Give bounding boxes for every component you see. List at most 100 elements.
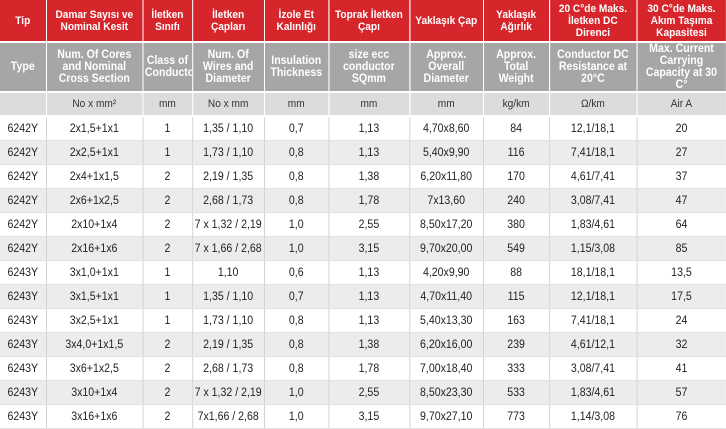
table-cell: 0,8 (263, 140, 329, 165)
table-cell: 2x4+1x1,5 (45, 164, 143, 189)
table-cell: 6,20x16,00 (408, 332, 483, 357)
table-cell: 3x10+1x4 (45, 380, 143, 405)
table-cell: 6242Y (0, 212, 46, 237)
table-cell: 17,5 (636, 284, 726, 309)
table-cell: 2,68 / 1,73 (191, 356, 265, 381)
table-cell: 32 (636, 332, 726, 357)
header-tr-cell: Yaklaşık Çap (408, 0, 483, 43)
header-en-cell: Conductor DC Resistance at 20°C (548, 42, 637, 93)
table-cell: 380 (482, 212, 550, 237)
table-cell: 2,19 / 1,35 (191, 332, 265, 357)
table-cell: 2x6+1x2,5 (45, 188, 143, 213)
header-tr-cell: 20 C°de Maks. İletken DC Direnci (548, 0, 637, 43)
table-row: 6242Y 2x10+1x4 2 7 x 1,32 / 2,19 1,0 2,55 8,50… (0, 212, 726, 237)
table-cell: 1,35 / 1,10 (191, 116, 265, 141)
table-cell: 84 (482, 116, 550, 141)
table-cell: 7x1,66 / 2,68 (191, 404, 265, 429)
header-tr-cell: Tip (0, 0, 46, 43)
unit-cell: Air A (636, 92, 726, 117)
table-cell: 533 (482, 380, 550, 405)
table-cell: 240 (482, 188, 550, 213)
unit-cell: No x mm (191, 92, 265, 117)
table-cell: 6242Y (0, 164, 46, 189)
table-cell: 1,0 (263, 380, 329, 405)
table-cell: 0,7 (263, 116, 329, 141)
table-cell: 0,8 (263, 188, 329, 213)
header-tr-cell: Yaklaşık Ağırlık (482, 0, 550, 43)
table-cell: 1,13 (327, 308, 410, 333)
table-cell: 7x13,60 (408, 188, 483, 213)
table-cell: 2 (142, 380, 193, 405)
header-tr-cell: Toprak İletken Çapı (327, 0, 410, 43)
table-cell: 1,83/4,61 (548, 212, 637, 237)
table-cell: 6243Y (0, 332, 46, 357)
table-cell: 27 (636, 140, 726, 165)
table-cell: 7 x 1,32 / 2,19 (191, 212, 265, 237)
table-cell: 1 (142, 140, 193, 165)
table-cell: 1 (142, 308, 193, 333)
table-row: 6243Y 3x4,0+1x1,5 2 2,19 / 1,35 0,8 1,38 6,20x… (0, 332, 726, 357)
header-en-cell: Insulation Thickness (263, 42, 329, 93)
table-cell: 1,13 (327, 140, 410, 165)
table-cell: 1 (142, 260, 193, 285)
table-cell: 6243Y (0, 404, 46, 429)
table-cell: 163 (482, 308, 550, 333)
table-cell: 4,70x8,60 (408, 116, 483, 141)
header-en-cell: Approx. Total Weight (482, 42, 550, 93)
table-row: 6243Y 3x6+1x2,5 2 2,68 / 1,73 0,8 1,78 7,00x18… (0, 356, 726, 381)
header-en-cell: Max. Current Carrying Capacity at 30 C° (636, 42, 726, 93)
unit-cell (0, 92, 46, 117)
table-cell: 6,20x11,80 (408, 164, 483, 189)
table-cell: 5,40x9,90 (408, 140, 483, 165)
table-cell: 1,13 (327, 284, 410, 309)
table-cell: 3x1,5+1x1 (45, 284, 143, 309)
table-body: 6242Y 2x1,5+1x1 1 1,35 / 1,10 0,7 1,13 4,70x8,… (0, 116, 726, 429)
table-cell: 2 (142, 212, 193, 237)
table-cell: 6242Y (0, 236, 46, 261)
header-tr-cell: İletken Çapları (191, 0, 265, 43)
table-cell: 9,70x20,00 (408, 236, 483, 261)
table-row: 6242Y 2x6+1x2,5 2 2,68 / 1,73 0,8 1,78 7x13,60… (0, 188, 726, 213)
table-cell: 3x1,0+1x1 (45, 260, 143, 285)
table-cell: 6243Y (0, 260, 46, 285)
table-cell: 1,0 (263, 212, 329, 237)
table-cell: 41 (636, 356, 726, 381)
table-cell: 12,1/18,1 (548, 116, 637, 141)
table-cell: 6242Y (0, 116, 46, 141)
table-cell: 773 (482, 404, 550, 429)
table-cell: 1,78 (327, 188, 410, 213)
table-cell: 3x4,0+1x1,5 (45, 332, 143, 357)
table-cell: 1,73 / 1,10 (191, 308, 265, 333)
table-cell: 6243Y (0, 356, 46, 381)
header-row-turkish: Tip Damar Sayısı ve Nominal Kesit İletken … (0, 0, 726, 43)
table-cell: 3x6+1x2,5 (45, 356, 143, 381)
table-cell: 4,61/7,41 (548, 164, 637, 189)
table-cell: 6243Y (0, 380, 46, 405)
table-row: 6243Y 3x1,5+1x1 1 1,35 / 1,10 0,7 1,13 4,70x11… (0, 284, 726, 309)
table-cell: 57 (636, 380, 726, 405)
table-cell: 2x10+1x4 (45, 212, 143, 237)
table-cell: 6242Y (0, 188, 46, 213)
table-cell: 7 x 1,66 / 2,68 (191, 236, 265, 261)
table-cell: 2x2,5+1x1 (45, 140, 143, 165)
table-cell: 0,8 (263, 164, 329, 189)
table-row: 6242Y 2x4+1x1,5 2 2,19 / 1,35 0,8 1,38 6,20x11… (0, 164, 726, 189)
table-row: 6243Y 3x16+1x6 2 7x1,66 / 2,68 1,0 3,15 9,70x2… (0, 404, 726, 429)
header-en-cell: Num. Of Cores and Nominal Cross Section (45, 42, 143, 93)
table-cell: 1,13 (327, 260, 410, 285)
table-cell: 549 (482, 236, 550, 261)
table-cell: 2,55 (327, 380, 410, 405)
unit-cell: mm (142, 92, 193, 117)
units-row: No x mm² mm No x mm mm mm mm kg/km Ω/km Air A (0, 92, 726, 117)
table-cell: 9,70x27,10 (408, 404, 483, 429)
table-cell: 6242Y (0, 140, 46, 165)
table-cell: 88 (482, 260, 550, 285)
table-cell: 2 (142, 404, 193, 429)
table-cell: 76 (636, 404, 726, 429)
table-cell: 1 (142, 284, 193, 309)
table-cell: 3,15 (327, 236, 410, 261)
table-row: 6242Y 2x16+1x6 2 7 x 1,66 / 2,68 1,0 3,15 9,70… (0, 236, 726, 261)
header-tr-cell: İletken Sınıfı (142, 0, 193, 43)
table-cell: 239 (482, 332, 550, 357)
